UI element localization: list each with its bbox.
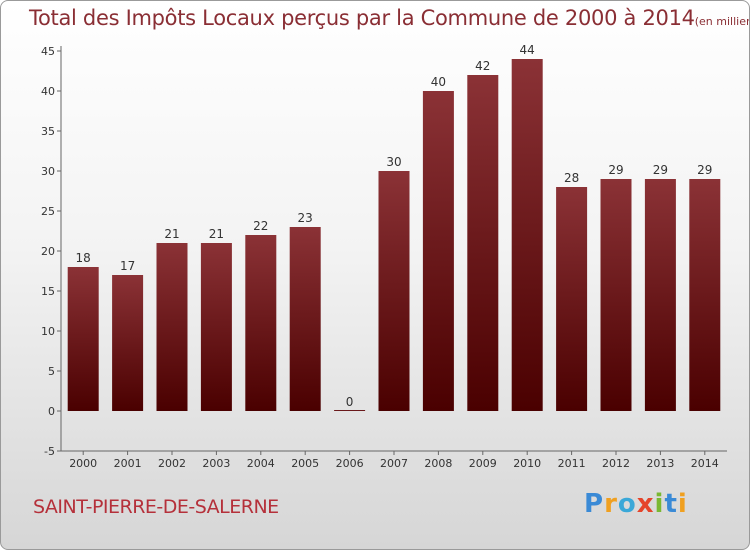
y-tick-label: 40 — [41, 85, 55, 98]
y-tick-label: 15 — [41, 285, 55, 298]
x-tick-label: 2007 — [380, 457, 408, 470]
bar-2000 — [67, 267, 99, 411]
data-label: 42 — [475, 59, 490, 73]
bar-2008 — [422, 91, 454, 411]
bar-2001 — [112, 275, 144, 411]
commune-name: SAINT-PIERRE-DE-SALERNE — [33, 496, 279, 518]
title-main: Total des Impôts Locaux perçus par la Co… — [29, 6, 695, 30]
x-tick-label: 2014 — [691, 457, 719, 470]
x-tick-label: 2006 — [336, 457, 364, 470]
data-label: 21 — [209, 227, 224, 241]
bar-2003 — [200, 243, 232, 411]
logo-letter: t — [664, 489, 678, 519]
data-label: 40 — [431, 75, 446, 89]
bar-2009 — [467, 75, 499, 411]
bar-2013 — [644, 179, 676, 411]
bar-2010 — [511, 59, 543, 411]
data-label: 18 — [76, 251, 91, 265]
bar-2004 — [245, 235, 277, 411]
data-label: 21 — [164, 227, 179, 241]
data-label: 23 — [298, 211, 313, 225]
x-tick-label: 2008 — [424, 457, 452, 470]
data-label: 22 — [253, 219, 268, 233]
logo-letter: x — [636, 489, 655, 519]
x-tick-label: 2005 — [291, 457, 319, 470]
y-tick-label: -5 — [44, 445, 55, 458]
y-tick-label: 25 — [41, 205, 55, 218]
chart-title: Total des Impôts Locaux perçus par la Co… — [29, 6, 749, 30]
y-tick-label: 10 — [41, 325, 55, 338]
logo-letter: i — [654, 489, 665, 519]
x-tick-label: 2013 — [646, 457, 674, 470]
data-label: 44 — [520, 43, 535, 57]
logo-letter: o — [617, 489, 637, 519]
logo-letter: i — [677, 489, 688, 519]
y-tick-label: 0 — [48, 405, 55, 418]
x-tick-label: 2011 — [558, 457, 586, 470]
x-tick-label: 2010 — [513, 457, 541, 470]
bar-2002 — [156, 243, 188, 411]
x-tick-label: 2002 — [158, 457, 186, 470]
logo-letter: P — [584, 489, 605, 519]
y-tick-label: 45 — [41, 45, 55, 58]
title-unit: (en milliers d'€) — [694, 15, 749, 28]
data-label: 29 — [697, 163, 712, 177]
x-tick-label: 2001 — [114, 457, 142, 470]
logo-letter: r — [604, 489, 618, 519]
y-tick-label: 5 — [48, 365, 55, 378]
bar-2014 — [689, 179, 721, 411]
data-label: 30 — [386, 155, 401, 169]
bar-2011 — [556, 187, 588, 411]
bar-2005 — [289, 227, 321, 411]
data-label: 0 — [346, 395, 354, 409]
bar-2006 — [334, 410, 366, 411]
x-tick-label: 2012 — [602, 457, 630, 470]
proxiti-logo: Proxiti — [584, 489, 688, 519]
data-label: 29 — [653, 163, 668, 177]
data-label: 17 — [120, 259, 135, 273]
x-tick-label: 2000 — [69, 457, 97, 470]
x-tick-label: 2004 — [247, 457, 275, 470]
x-tick-label: 2009 — [469, 457, 497, 470]
data-label: 29 — [608, 163, 623, 177]
y-tick-label: 30 — [41, 165, 55, 178]
y-tick-label: 35 — [41, 125, 55, 138]
x-tick-label: 2003 — [202, 457, 230, 470]
y-tick-label: 20 — [41, 245, 55, 258]
bar-2012 — [600, 179, 632, 411]
data-label: 28 — [564, 171, 579, 185]
bar-2007 — [378, 171, 410, 411]
